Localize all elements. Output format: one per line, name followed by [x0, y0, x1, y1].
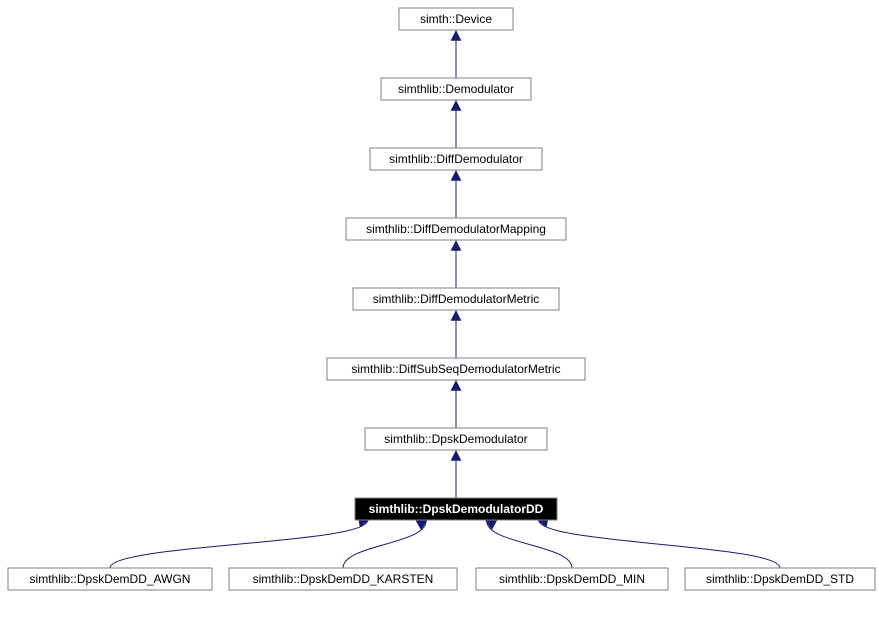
arrowhead [416, 520, 428, 530]
class-node-label: simthlib::DpskDemDD_STD [706, 572, 854, 586]
arrowhead [451, 100, 462, 111]
arrowhead [451, 240, 462, 251]
class-node-label: simthlib::DpskDemodulatorDD [369, 502, 544, 516]
inheritance-diagram: simth::Devicesimthlib::Demodulatorsimthl… [0, 0, 879, 639]
arrowhead [451, 170, 462, 181]
arrowhead [451, 310, 462, 321]
arrowhead [485, 520, 497, 530]
class-node-label: simthlib::DiffSubSeqDemodulatorMetric [351, 362, 560, 376]
class-node[interactable]: simthlib::DpskDemDD_STD [685, 568, 875, 590]
class-node[interactable]: simth::Device [399, 8, 513, 30]
class-node-label: simthlib::DiffDemodulator [389, 152, 523, 166]
class-node[interactable]: simthlib::DiffDemodulator [370, 148, 542, 170]
class-node[interactable]: simthlib::DpskDemDD_AWGN [8, 568, 212, 590]
class-node[interactable]: simthlib::DpskDemDD_MIN [476, 568, 668, 590]
class-node-label: simth::Device [420, 12, 492, 26]
class-node[interactable]: simthlib::DiffDemodulatorMetric [353, 288, 559, 310]
inheritance-edge [343, 521, 426, 568]
class-node[interactable]: simthlib::Demodulator [381, 78, 531, 100]
class-node-label: simthlib::DpskDemDD_KARSTEN [253, 572, 434, 586]
class-node[interactable]: simthlib::DiffSubSeqDemodulatorMetric [327, 358, 585, 380]
inheritance-edge [110, 520, 368, 568]
inheritance-edge [539, 520, 780, 568]
class-node-label: simthlib::DpskDemDD_AWGN [30, 572, 191, 586]
class-node-label: simthlib::DpskDemDD_MIN [499, 572, 645, 586]
inheritance-edge [487, 521, 572, 568]
arrowhead [451, 380, 462, 391]
class-node[interactable]: simthlib::DpskDemodulator [365, 428, 547, 450]
arrowhead [451, 450, 462, 461]
class-node[interactable]: simthlib::DpskDemDD_KARSTEN [229, 568, 457, 590]
class-node-label: simthlib::DiffDemodulatorMetric [373, 292, 540, 306]
arrowhead [451, 30, 462, 41]
class-node-label: simthlib::Demodulator [398, 82, 514, 96]
class-node-label: simthlib::DiffDemodulatorMapping [366, 222, 546, 236]
class-node[interactable]: simthlib::DiffDemodulatorMapping [346, 218, 566, 240]
class-node[interactable]: simthlib::DpskDemodulatorDD [355, 498, 557, 520]
class-node-label: simthlib::DpskDemodulator [384, 432, 527, 446]
